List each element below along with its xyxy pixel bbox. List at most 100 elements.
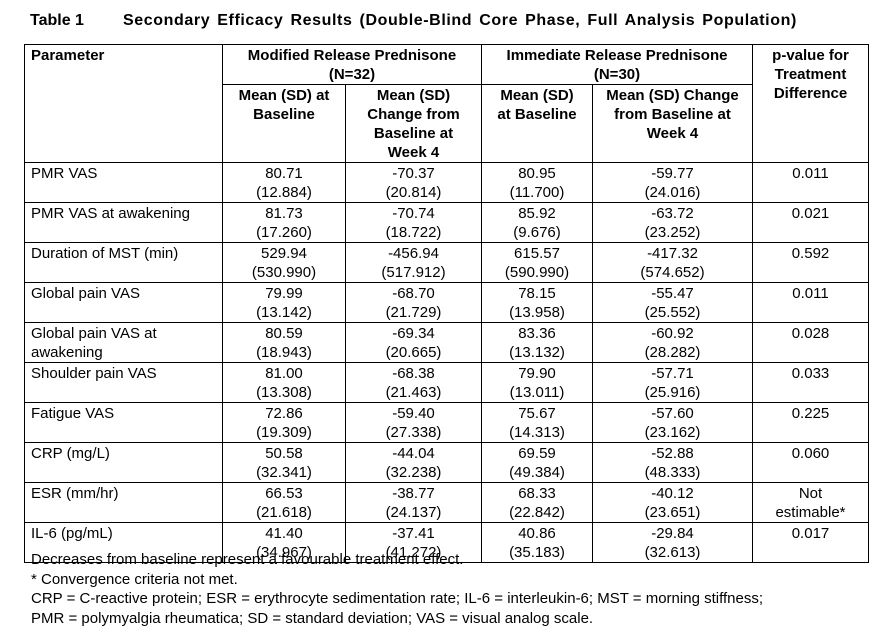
mean-value: 78.15: [518, 285, 556, 302]
p-value: 0.017: [791, 525, 830, 542]
value-cell: 83.36 (13.132): [481, 322, 593, 363]
data-row: Duration of MST (min) 529.94 (530.990) -456…: [24, 242, 869, 283]
sd-value: (32.238): [385, 464, 442, 481]
value-cell: 41.40 (34.967): [222, 522, 346, 563]
data-row: ESR (mm/hr) 66.53 (21.618) -38.77 (24.137) 68…: [24, 482, 869, 523]
mean-value: 85.92: [518, 205, 556, 222]
value-cell: -59.40 (27.338): [345, 402, 482, 443]
mean-value: -57.71: [651, 365, 694, 382]
mean-value: 79.99: [265, 285, 303, 302]
sd-value: (574.652): [640, 264, 705, 281]
p-value-cell: 0.011: [752, 282, 869, 323]
sd-value: (23.252): [644, 224, 701, 241]
sd-value: (21.463): [385, 384, 442, 401]
subheader-cell: Mean (SD) Change from Baseline at Week 4: [592, 84, 753, 163]
subheader-cell: Mean (SD) Change from Baseline at Week 4: [345, 84, 482, 163]
data-row: PMR VAS at awakening 81.73 (17.260) -70.74 (…: [24, 202, 869, 243]
value-cell: 78.15 (13.958): [481, 282, 593, 323]
value-cell: 81.73 (17.260): [222, 202, 346, 243]
sd-value: (17.260): [256, 224, 312, 241]
header-row: Mean (SD) at Baseline Mean (SD) Change fr…: [25, 84, 869, 163]
value-cell: 68.33 (22.842): [481, 482, 593, 523]
table-header: Parameter Modified Release Prednisone (N=3…: [24, 44, 869, 163]
value-cell: 66.53 (21.618): [222, 482, 346, 523]
footnote: * Convergence criteria not met.: [31, 570, 238, 588]
parameter-cell: PMR VAS: [24, 162, 223, 203]
subheader-cell: Mean (SD) at Baseline: [481, 84, 593, 163]
header-row: Parameter Modified Release Prednisone (N=3…: [24, 44, 869, 163]
value-cell: -57.60 (23.162): [592, 402, 753, 443]
p-value-cell: 0.592: [752, 242, 869, 283]
value-cell: 79.90 (13.011): [481, 362, 593, 403]
mean-value: 79.90: [518, 365, 556, 382]
mean-value: 80.59: [265, 325, 303, 342]
table-title: Table 1 Secondary Efficacy Results (Doubl…: [30, 12, 797, 30]
mean-value: -40.12: [651, 485, 694, 502]
value-cell: -456.94 (517.912): [345, 242, 482, 283]
group-n: (N=32): [328, 66, 376, 83]
footnote: CRP = C-reactive protein; ESR = erythroc…: [31, 590, 763, 607]
p-value-cell: 0.060: [752, 442, 869, 483]
value-cell: 85.92 (9.676): [481, 202, 593, 243]
mean-value: 80.95: [518, 165, 556, 182]
sd-value: (24.016): [644, 184, 701, 201]
sd-value: (20.814): [385, 184, 442, 201]
table-label: Table 1: [30, 12, 84, 29]
footnote: Decreases from baseline represent a favo…: [31, 551, 464, 568]
value-cell: -37.41 (41.272): [345, 522, 482, 563]
value-cell: -59.77 (24.016): [592, 162, 753, 203]
value-cell: -29.84 (32.613): [592, 522, 753, 563]
mean-value: 68.33: [518, 485, 556, 502]
p-value: 0.011: [792, 165, 829, 182]
sd-value: (13.142): [256, 304, 312, 321]
value-cell: -60.92 (28.282): [592, 322, 753, 363]
value-cell: 80.95 (11.700): [481, 162, 593, 203]
mean-value: 69.59: [518, 445, 556, 462]
value-cell: -70.74 (18.722): [345, 202, 482, 243]
value-cell: 50.58 (32.341): [222, 442, 346, 483]
p-value-cell: 0.017: [752, 522, 869, 563]
group-header: Immediate Release Prednisone (N=30): [481, 44, 753, 85]
parameter-cell: ESR (mm/hr): [24, 482, 223, 523]
mean-value: 72.86: [265, 405, 303, 422]
header-cell: Parameter: [24, 44, 223, 163]
sd-value: (13.308): [256, 384, 312, 401]
sd-value: (34.967): [256, 544, 312, 561]
parameter-cell: Global pain VAS at awakening: [24, 322, 223, 363]
data-row: Fatigue VAS 72.86 (19.309) -59.40 (27.338) 75…: [24, 402, 869, 443]
mean-value: -63.72: [651, 205, 694, 222]
sd-value: (18.943): [256, 344, 312, 361]
mean-value: -37.41: [392, 525, 435, 542]
value-cell: -52.88 (48.333): [592, 442, 753, 483]
p-value: 0.011: [792, 285, 829, 302]
p-value-cell: 0.021: [752, 202, 869, 243]
value-cell: -44.04 (32.238): [345, 442, 482, 483]
p-value-cell: 0.225: [752, 402, 869, 443]
mean-value: -68.70: [392, 285, 435, 302]
sd-value: (9.676): [513, 224, 561, 241]
sd-value: (18.722): [385, 224, 442, 241]
p-value-cell: 0.028: [752, 322, 869, 363]
p-value: Not estimable*: [775, 485, 846, 521]
data-row: Global pain VAS 79.99 (13.142) -68.70 (21.72…: [24, 282, 869, 323]
group-n: (N=30): [593, 66, 641, 83]
value-cell: -57.71 (25.916): [592, 362, 753, 403]
mean-value: -69.34: [392, 325, 435, 342]
mean-value: -59.40: [392, 405, 435, 422]
footnote: PMR = polymyalgia rheumatica; SD = stand…: [31, 609, 594, 627]
sd-value: (12.884): [256, 184, 312, 201]
sd-value: (13.132): [509, 344, 565, 361]
results-table: Parameter Modified Release Prednisone (N=3…: [24, 44, 869, 563]
value-cell: 40.86 (35.183): [481, 522, 593, 563]
sd-value: (13.011): [509, 384, 565, 401]
sd-value: (24.137): [385, 504, 442, 521]
sd-value: (11.700): [509, 184, 565, 201]
p-value-cell: 0.033: [752, 362, 869, 403]
table-caption: Secondary Efficacy Results (Double-Blind…: [123, 12, 797, 29]
table-body: PMR VAS 80.71 (12.884) -70.37 (20.814) 80.95 (…: [24, 162, 869, 563]
group-name: Modified Release Prednisone: [247, 47, 457, 64]
sd-value: (25.552): [644, 304, 701, 321]
sd-value: (27.338): [385, 424, 442, 441]
subheader-cell: Mean (SD) at Baseline: [222, 84, 346, 163]
mean-value: -52.88: [651, 445, 694, 462]
